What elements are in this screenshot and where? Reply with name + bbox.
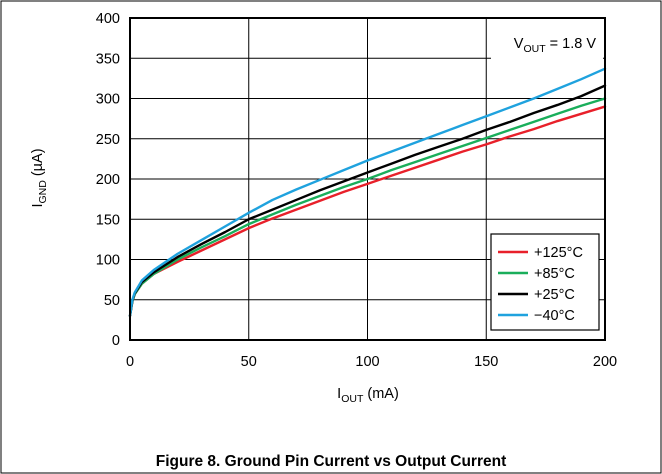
y-axis-label-sub: GND — [37, 180, 49, 204]
y-tick-label: 150 — [96, 212, 120, 228]
plot-area — [129, 17, 606, 341]
x-axis-label: IOUT (mA) — [337, 386, 399, 405]
legend-label-3: −40°C — [534, 308, 575, 324]
series-line-3 — [128, 67, 607, 318]
annotation-box — [491, 27, 603, 59]
legend-label-2: +25°C — [534, 287, 575, 303]
annotation-text: VOUT = 1.8 V — [514, 36, 597, 55]
y-axis-label-unit: (µA) — [30, 148, 46, 180]
x-tick-labels: 0 50 100 150 200 — [126, 354, 617, 370]
figure-caption: Figure 8. Ground Pin Current vs Output C… — [155, 453, 507, 470]
y-tick-label: 350 — [96, 51, 120, 67]
y-tick-label: 50 — [104, 293, 120, 309]
y-tick-label: 250 — [96, 132, 120, 148]
x-tick-label: 150 — [474, 354, 498, 370]
x-axis-label-main: I — [337, 386, 341, 402]
y-tick-label: 200 — [96, 172, 120, 188]
x-axis-label-unit: (mA) — [363, 386, 398, 402]
annotation-main: V — [514, 36, 524, 52]
x-tick-label: 200 — [593, 354, 617, 370]
legend-label-0: +125°C — [534, 245, 583, 261]
y-tick-labels: 0 50 100 150 200 250 300 350 400 — [96, 11, 120, 349]
series-line-1 — [128, 97, 607, 318]
y-tick-label: 100 — [96, 253, 120, 269]
annotation-rest: = 1.8 V — [546, 36, 597, 52]
y-axis-label: IGND (µA) — [30, 148, 49, 207]
series-line-2 — [128, 84, 607, 318]
y-tick-label: 0 — [112, 333, 120, 349]
x-tick-label: 0 — [126, 354, 134, 370]
y-axis-label-main: I — [30, 204, 46, 208]
x-tick-label: 100 — [355, 354, 379, 370]
y-tick-label: 300 — [96, 92, 120, 108]
legend: +125°C +85°C +25°C −40°C — [490, 233, 600, 331]
annotation-sub: OUT — [523, 43, 546, 55]
series-lines — [128, 67, 607, 318]
x-axis-label-sub: OUT — [341, 393, 364, 405]
x-tick-label: 50 — [241, 354, 257, 370]
legend-label-1: +85°C — [534, 266, 575, 282]
y-tick-label: 400 — [96, 11, 120, 27]
